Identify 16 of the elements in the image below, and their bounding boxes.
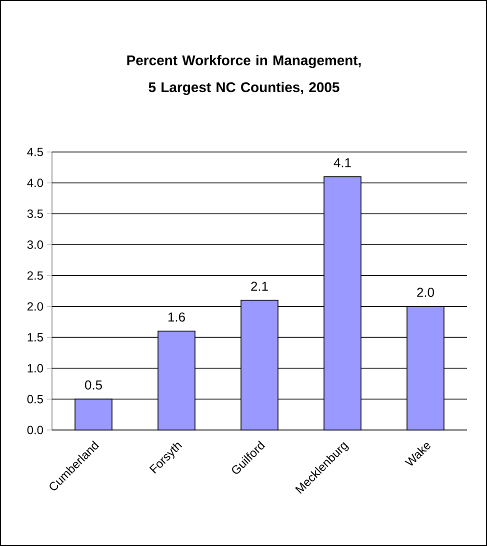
y-tick-label: 4.0 bbox=[27, 178, 44, 188]
y-tick-label: 4.5 bbox=[27, 148, 43, 156]
data-label: 1.6 bbox=[168, 312, 185, 322]
y-tick-label: 3.5 bbox=[27, 210, 43, 218]
data-label: 0.5 bbox=[85, 380, 102, 390]
y-tick-label: 1.0 bbox=[28, 364, 44, 372]
chart-title: Percent Workforce in Management, 5 Largest NC Counties, 2005 bbox=[127, 55, 361, 95]
y-tick-label: 2.5 bbox=[27, 271, 43, 280]
y-tick-label: 3.0 bbox=[27, 240, 44, 249]
data-label: 4.1 bbox=[334, 158, 351, 168]
y-tick-label: 2.0 bbox=[27, 302, 44, 311]
data-label: 2.0 bbox=[417, 288, 434, 297]
y-tick-label: 0.5 bbox=[27, 394, 43, 404]
y-tick-label: 1.5 bbox=[28, 333, 43, 342]
y-tick-label: 0.0 bbox=[27, 426, 44, 434]
data-label: 2.1 bbox=[251, 282, 268, 291]
